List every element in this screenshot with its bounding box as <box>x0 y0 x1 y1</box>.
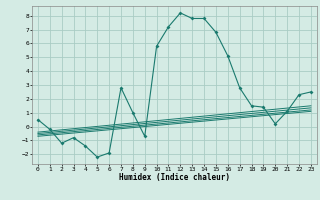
X-axis label: Humidex (Indice chaleur): Humidex (Indice chaleur) <box>119 173 230 182</box>
